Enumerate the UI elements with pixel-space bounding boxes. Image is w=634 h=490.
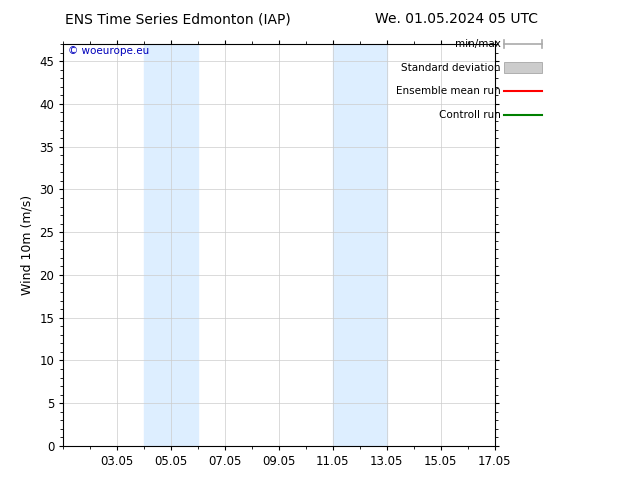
Text: We. 01.05.2024 05 UTC: We. 01.05.2024 05 UTC [375, 12, 538, 26]
Text: ENS Time Series Edmonton (IAP): ENS Time Series Edmonton (IAP) [65, 12, 290, 26]
Bar [360, 44, 387, 446]
Text: Ensemble mean run: Ensemble mean run [396, 86, 501, 96]
Text: min/max: min/max [455, 39, 501, 49]
Bar [145, 44, 171, 446]
Text: © woeurope.eu: © woeurope.eu [68, 46, 149, 56]
Bar [171, 44, 198, 446]
Y-axis label: Wind 10m (m/s): Wind 10m (m/s) [21, 195, 34, 295]
Text: Controll run: Controll run [439, 110, 501, 120]
Bar [333, 44, 359, 446]
Text: Standard deviation: Standard deviation [401, 63, 501, 73]
